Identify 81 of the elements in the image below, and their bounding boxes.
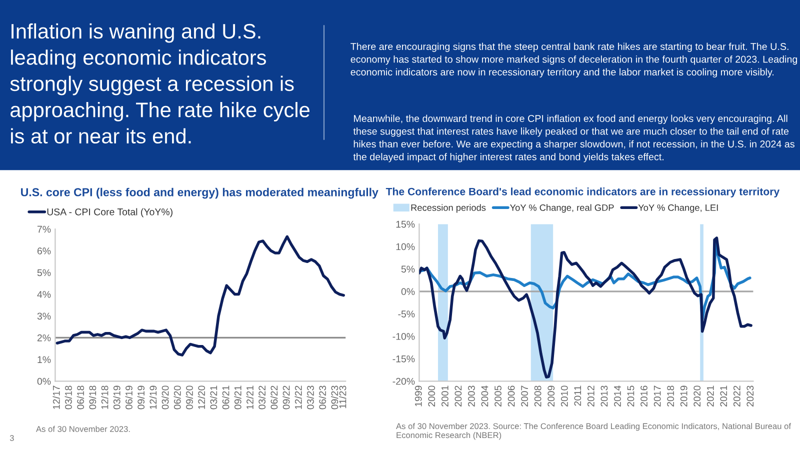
- x-tick-label: 2022: [733, 386, 740, 406]
- x-tick-label: 06/21: [222, 386, 230, 410]
- x-tick-label: 2020: [694, 386, 701, 406]
- y-tick-label: 10%: [396, 243, 415, 250]
- x-tick-label: 06/19: [125, 386, 132, 410]
- x-tick-label: 2016: [640, 386, 648, 406]
- legend-label: YoY % Change, real GDP: [510, 204, 614, 213]
- y-tick-label: 15%: [396, 220, 415, 228]
- x-tick-label: 12/21: [246, 386, 254, 409]
- x-tick-label: 09/21: [234, 386, 242, 410]
- x-tick-label: 09/22: [282, 386, 290, 410]
- x-tick-label: 2023: [746, 386, 754, 406]
- y-tick-label: -5%: [398, 310, 415, 318]
- y-tick-label: -10%: [392, 333, 415, 340]
- x-tick-label: 2010: [560, 386, 568, 406]
- y-tick-label: 5%: [401, 266, 415, 273]
- x-tick-label: 06/18: [76, 386, 84, 410]
- legend-label: YoY % Change, LEI: [638, 204, 718, 213]
- y-tick-label: 2%: [37, 334, 51, 342]
- x-tick-label: 2013: [600, 386, 608, 406]
- x-tick-label: 11/23: [339, 386, 346, 408]
- x-tick-label: 06/22: [270, 386, 278, 410]
- x-tick-label: 2012: [587, 386, 594, 406]
- x-tick-label: 2009: [548, 386, 555, 406]
- legend-label: USA - CPI Core Total (YoY%): [47, 208, 172, 218]
- x-tick-label: 09/20: [186, 386, 193, 410]
- text: As of 30 November 2023. Source: The Conference Board Leading Economic Indicators, National Bureau of Economic Research (NBER): [396, 423, 792, 440]
- x-tick-label: 03/22: [258, 386, 266, 410]
- chart-title: The Conference Board's lead economic indicators are in recessionary territory: [386, 188, 780, 198]
- x-tick-label: 2007: [521, 386, 528, 406]
- x-tick-label: 12/18: [101, 386, 108, 409]
- x-tick-label: 03/19: [113, 386, 120, 410]
- x-tick-label: 09/19: [137, 386, 145, 410]
- x-tick-label: 03/20: [162, 386, 169, 410]
- x-tick-label: 12/19: [149, 386, 157, 409]
- x-tick-label: 06/23: [318, 386, 326, 410]
- text: There are encouraging signs that the steep central bank rate hikes are starting to bear fruit. The U.S. economy has started to show more marked signs of deceleration in the fourth quarter of 2023. Leading economic indicators are now in recessionary territory and the labor market is cooling more visibly.: [350, 42, 798, 78]
- y-tick-label: -20%: [392, 378, 415, 385]
- x-tick-label: 2018: [667, 386, 674, 406]
- x-tick-label: 2019: [680, 386, 688, 406]
- chart-title: U.S. core CPI (less food and energy) has moderated meaningfully: [21, 188, 378, 199]
- line-series: [56, 235, 345, 356]
- x-tick-label: 03/23: [306, 386, 314, 410]
- x-tick-label: 2004: [481, 386, 488, 406]
- x-tick-label: 2021: [720, 386, 728, 406]
- y-tick-label: 4%: [37, 291, 51, 298]
- x-tick-label: 2005: [494, 386, 502, 406]
- x-tick-label: 09/23: [330, 386, 338, 410]
- x-tick-label: 09/18: [88, 386, 96, 410]
- text: Inflation is waning and U.S. leading economic indicators strongly suggest a recession is approaching. The rate hike cycle is at or near its end.: [10, 23, 310, 144]
- legend-label: Recession periods: [411, 204, 486, 213]
- x-tick-label: 2017: [654, 386, 661, 406]
- x-tick-label: 06/20: [174, 386, 181, 410]
- y-tick-label: 3%: [37, 312, 51, 320]
- y-tick-label: 0%: [401, 288, 415, 296]
- x-tick-label: 2001: [441, 386, 448, 406]
- x-tick-label: 2002: [454, 386, 462, 406]
- x-tick-label: 2008: [534, 386, 542, 406]
- x-tick-label: 12/22: [294, 386, 302, 409]
- x-tick-label: 12/20: [198, 386, 206, 409]
- text: Meanwhile, the downward trend in core CPI inflation ex food and energy looks very encouraging. All these suggest that interest rates have likely peaked or that we are much closer to the tail end of rate hikes than ever before. We are expecting a sharper slowdown, if not recession, in the U.S. in 2024 as the delayed impact of higher interest rates and bond yields takes effect.: [353, 114, 794, 162]
- x-tick-label: 2021: [706, 386, 714, 406]
- x-tick-label: 2011: [574, 386, 582, 406]
- y-tick-label: 6%: [37, 248, 51, 254]
- text: 3: [10, 435, 14, 441]
- y-tick-label: 5%: [37, 269, 51, 276]
- y-tick-label: 1%: [38, 356, 51, 363]
- x-tick-label: 2006: [508, 386, 515, 406]
- x-tick-label: 03/21: [210, 386, 218, 410]
- y-tick-label: 0%: [37, 378, 51, 385]
- x-tick-label: 12/17: [52, 386, 60, 409]
- x-tick-label: 03/18: [64, 386, 72, 410]
- line-series: [419, 236, 752, 378]
- text: As of 30 November 2023.: [36, 426, 130, 432]
- y-tick-label: -15%: [392, 355, 415, 362]
- y-tick-label: 7%: [37, 226, 51, 233]
- x-tick-label: 1999: [414, 386, 422, 406]
- x-tick-label: 2000: [428, 386, 436, 406]
- x-tick-label: 2003: [468, 386, 475, 406]
- x-tick-label: 2014: [614, 386, 621, 406]
- x-tick-label: 2015: [627, 386, 634, 406]
